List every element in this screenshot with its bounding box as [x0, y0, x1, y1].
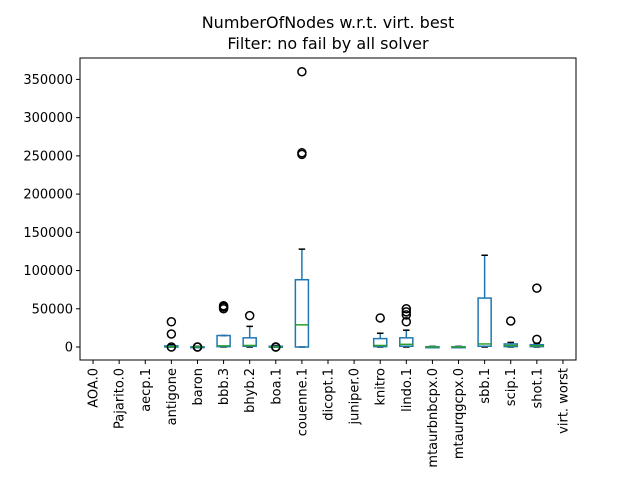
- outlier-point: [401, 310, 412, 320]
- chart-subtitle: Filter: no fail by all solver: [227, 34, 429, 53]
- plot-area: 0 50000 100000 150000 200000 250000 300000 3500…: [23, 57, 577, 468]
- box-iqr: [242, 337, 257, 347]
- x-tick-label: scip.1: [504, 368, 519, 406]
- outlier-point: [375, 313, 385, 323]
- y-tick-label: 350000: [23, 73, 73, 88]
- outlier-point: [401, 317, 412, 327]
- outlier-point: [166, 342, 177, 352]
- x-tick-label: aecp.1: [139, 368, 154, 412]
- outlier-point: [192, 342, 203, 352]
- outlier-point: [244, 310, 255, 321]
- x-tick-label: bhyb.2: [243, 368, 258, 413]
- outlier-point: [532, 283, 542, 293]
- x-tick-label: virt. worst: [556, 368, 571, 434]
- outlier-point: [401, 304, 412, 314]
- x-tick-label: AOA.0: [87, 368, 102, 408]
- x-tick-label: mtaurbnbcpx.0: [426, 368, 441, 468]
- x-tick-label: couenne.1: [295, 368, 310, 436]
- x-tick-label: dicopt.1: [322, 368, 337, 421]
- x-tick-label: juniper.0: [348, 368, 363, 426]
- box-iqr: [294, 278, 310, 348]
- outlier-point: [532, 334, 542, 345]
- x-tick-label: baron: [191, 368, 206, 405]
- x-tick-label: mtaurqgcpx.0: [452, 368, 467, 459]
- chart-title: NumberOfNodes w.r.t. virt. best: [202, 13, 455, 32]
- y-tick-label: 100000: [23, 264, 73, 279]
- outlier-point: [505, 316, 516, 326]
- x-tick-label: knitro: [374, 368, 389, 406]
- box-iqr: [216, 334, 231, 348]
- x-tick-label: antigone: [165, 368, 180, 425]
- outlier-point: [166, 317, 177, 327]
- x-tick-label: sbb.1: [478, 368, 493, 404]
- x-tick-label: shot.1: [530, 368, 545, 408]
- outlier-point: [218, 300, 229, 311]
- y-tick-label: 0: [65, 341, 73, 356]
- outlier-point: [166, 329, 177, 339]
- y-tick-label: 150000: [23, 226, 73, 241]
- box-iqr: [399, 337, 414, 347]
- x-tick-label: bbb.3: [217, 368, 232, 405]
- box-iqr: [477, 297, 492, 347]
- box-iqr: [372, 337, 388, 348]
- y-tick-label: 250000: [23, 149, 73, 164]
- y-tick-label: 300000: [23, 111, 73, 126]
- outlier-point: [297, 67, 307, 77]
- outlier-point: [401, 307, 412, 317]
- outlier-point: [297, 148, 307, 158]
- x-tick-label: Pajarito.0: [113, 368, 128, 429]
- y-tick-label: 200000: [23, 188, 73, 203]
- plot-frame: [79, 57, 577, 361]
- y-tick-label: 50000: [32, 302, 73, 317]
- x-tick-label: lindo.1: [400, 368, 415, 412]
- outlier-point: [271, 342, 281, 352]
- x-tick-label: boa.1: [269, 368, 284, 405]
